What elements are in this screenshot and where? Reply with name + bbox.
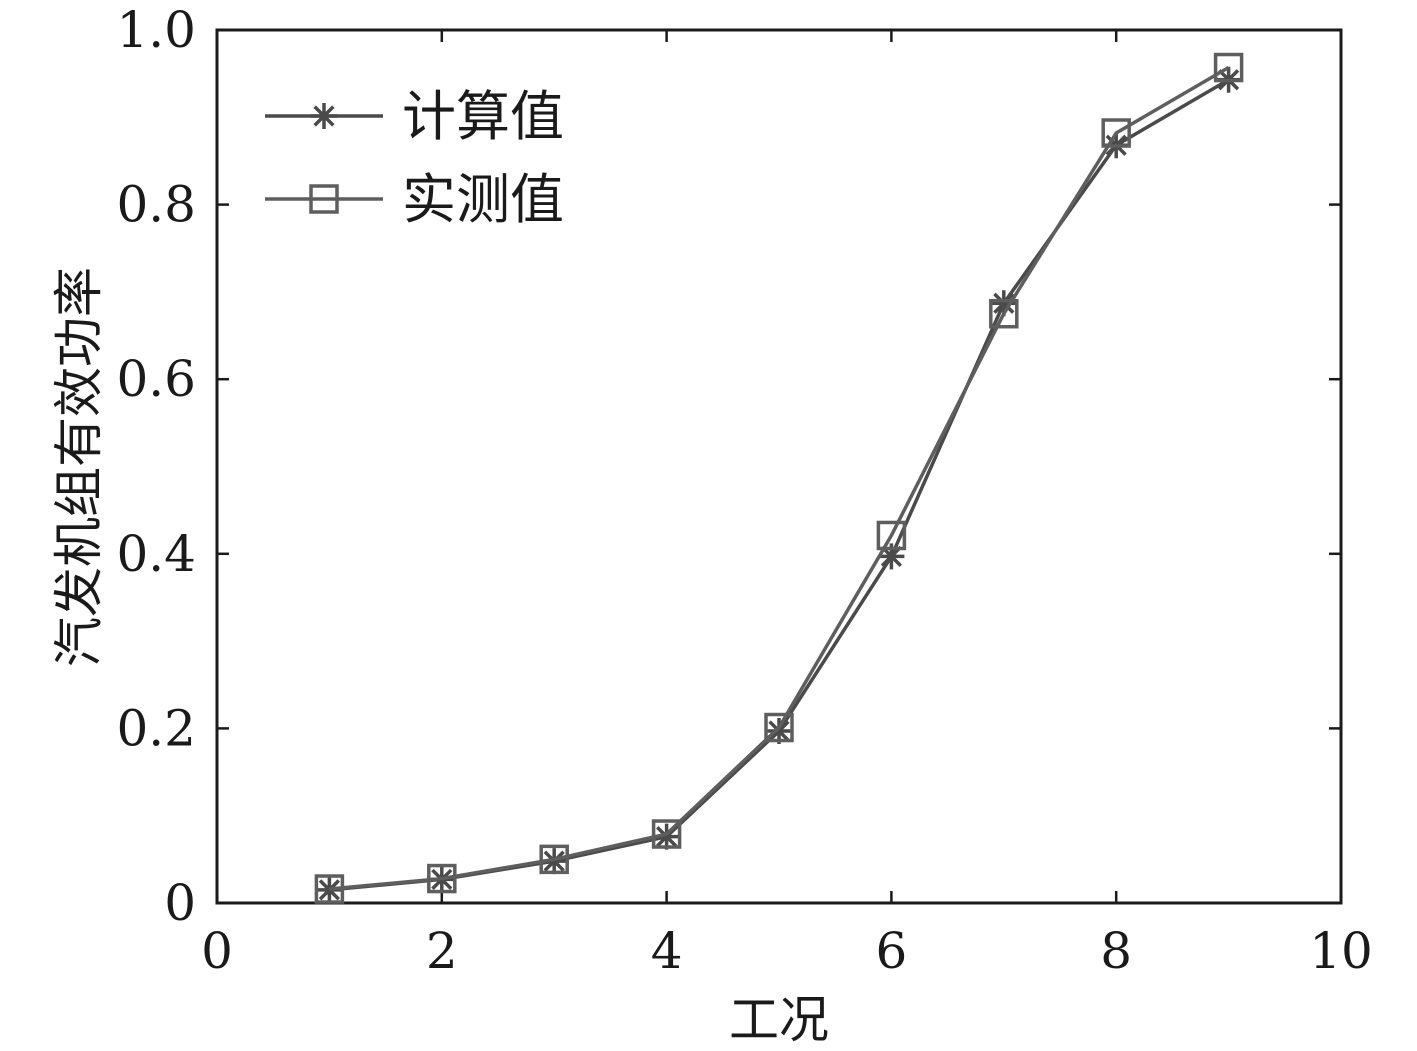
plot-frame bbox=[215, 28, 1343, 905]
data-point bbox=[316, 876, 343, 903]
ticks-group: 0 2 4 6 8 10 0 0.2 0.4 0.6 0.8 1.0 bbox=[116, 1, 1372, 980]
x-tick-label: 2 bbox=[426, 922, 458, 980]
y-tick-label: 0 bbox=[164, 874, 196, 932]
y-tick-label: 0.4 bbox=[116, 525, 196, 583]
x-tick-label: 4 bbox=[651, 922, 683, 980]
series-line bbox=[329, 66, 1230, 891]
marker-square-shape bbox=[1213, 52, 1244, 83]
data-point bbox=[314, 874, 345, 904]
marker-asterisk-shape bbox=[316, 876, 343, 903]
x-tick-label: 10 bbox=[1309, 922, 1373, 980]
marker-asterisk-shape bbox=[766, 718, 792, 745]
x-tick-label: 8 bbox=[1100, 922, 1132, 980]
marker-square-shape bbox=[427, 863, 457, 894]
y-tick-label: 0.2 bbox=[116, 699, 196, 757]
data-point bbox=[764, 712, 794, 743]
data-point bbox=[878, 543, 905, 570]
marker-square-shape bbox=[1101, 118, 1131, 148]
series-group bbox=[314, 52, 1244, 904]
marker-asterisk-shape bbox=[311, 103, 337, 129]
x-tick-label: 6 bbox=[875, 922, 907, 980]
legend-marker bbox=[311, 103, 337, 129]
data-point bbox=[1101, 118, 1131, 148]
x-tick-label: 0 bbox=[201, 922, 233, 980]
marker-asterisk-shape bbox=[990, 290, 1017, 317]
marker-square-shape bbox=[651, 819, 682, 849]
marker-square-shape bbox=[309, 184, 339, 214]
y-tick-label: 1.0 bbox=[116, 1, 196, 59]
data-point bbox=[1213, 52, 1244, 83]
data-point bbox=[651, 819, 682, 849]
data-point bbox=[990, 290, 1017, 317]
plot-frame-group bbox=[215, 28, 1343, 905]
marker-asterisk-shape bbox=[878, 543, 905, 570]
data-point bbox=[427, 863, 457, 894]
data-point bbox=[766, 718, 792, 745]
x-axis-label: 工况 bbox=[729, 991, 829, 1049]
data-point bbox=[539, 844, 569, 875]
marker-square-shape bbox=[539, 844, 569, 875]
marker-asterisk-shape bbox=[653, 823, 680, 850]
marker-square-shape bbox=[989, 298, 1019, 329]
data-point bbox=[876, 520, 907, 551]
y-tick-label: 0.8 bbox=[116, 176, 196, 234]
marker-square-shape bbox=[876, 520, 907, 551]
y-axis-label: 汽发机组有效功率 bbox=[50, 267, 108, 667]
marker-square-shape bbox=[314, 874, 345, 904]
data-point bbox=[989, 298, 1019, 329]
legend-marker bbox=[309, 184, 339, 214]
legend-label: 计算值 bbox=[402, 85, 564, 148]
y-tick-label: 0.6 bbox=[116, 350, 196, 408]
data-point bbox=[653, 823, 680, 850]
series-square bbox=[314, 52, 1244, 904]
marker-square-shape bbox=[764, 712, 794, 743]
legend-label: 实测值 bbox=[402, 168, 564, 231]
legend-item: 计算值 bbox=[265, 85, 564, 148]
legend-item: 实测值 bbox=[265, 168, 564, 231]
